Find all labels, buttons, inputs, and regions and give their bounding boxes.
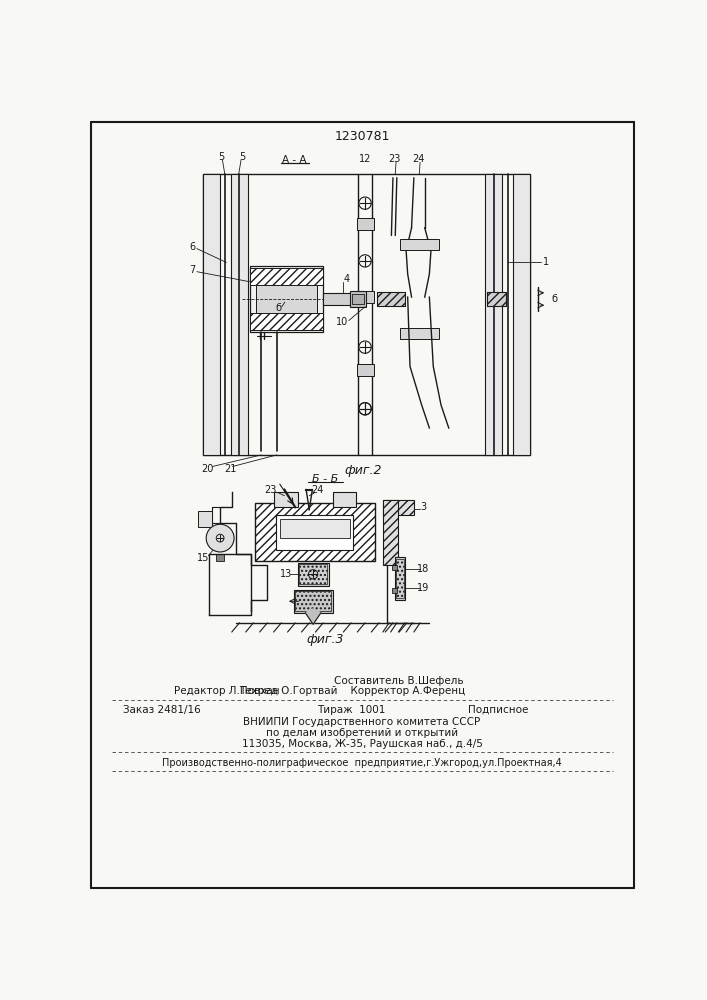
- Bar: [400, 328, 438, 339]
- Bar: [486, 292, 506, 306]
- Bar: [250, 266, 323, 332]
- Text: 6: 6: [189, 242, 195, 252]
- Bar: [352, 294, 364, 304]
- Text: 23: 23: [264, 485, 276, 495]
- Text: Тираж  1001: Тираж 1001: [317, 705, 385, 715]
- Bar: [485, 174, 502, 455]
- Bar: [298, 563, 329, 586]
- Text: 24: 24: [311, 485, 323, 495]
- Text: по делам изобретений и открытий: по делам изобретений и открытий: [266, 728, 458, 738]
- Text: 113035, Москва, Ж-35, Раушская наб., д.4/5: 113035, Москва, Ж-35, Раушская наб., д.4…: [242, 739, 482, 749]
- Text: 1: 1: [542, 257, 549, 267]
- Bar: [231, 174, 248, 455]
- Bar: [383, 500, 414, 515]
- Bar: [256, 285, 317, 313]
- Bar: [276, 515, 354, 550]
- Text: фиг.2: фиг.2: [345, 464, 382, 477]
- Bar: [203, 174, 220, 455]
- Bar: [395, 557, 405, 600]
- Text: Подписное: Подписное: [468, 705, 529, 715]
- Bar: [216, 554, 224, 561]
- Bar: [203, 174, 530, 455]
- Text: 5: 5: [240, 152, 246, 162]
- Text: 20: 20: [201, 464, 213, 474]
- Bar: [383, 500, 398, 565]
- Text: 3: 3: [420, 502, 426, 512]
- Bar: [356, 218, 373, 230]
- Bar: [356, 364, 373, 376]
- Text: 19: 19: [417, 583, 429, 593]
- Bar: [250, 313, 323, 330]
- Bar: [332, 492, 356, 507]
- Bar: [392, 588, 397, 593]
- Bar: [250, 268, 323, 285]
- Text: 24: 24: [412, 153, 425, 163]
- Text: фиг.3: фиг.3: [306, 633, 344, 646]
- Bar: [486, 292, 506, 306]
- Bar: [396, 559, 404, 598]
- Bar: [323, 293, 362, 305]
- Text: Производственно-полиграфическое  предприятие,г.Ужгород,ул.Проектная,4: Производственно-полиграфическое предприя…: [162, 758, 562, 768]
- Bar: [392, 565, 397, 570]
- Text: Редактор Л.Повхан: Редактор Л.Повхан: [174, 686, 279, 696]
- Bar: [299, 564, 327, 584]
- Bar: [296, 591, 331, 611]
- Text: 5: 5: [218, 152, 224, 162]
- Text: 15: 15: [197, 553, 209, 563]
- Bar: [378, 292, 404, 306]
- Text: Техред О.Гортвай    Корректор А.Ференц: Техред О.Гортвай Корректор А.Ференц: [239, 686, 465, 696]
- Text: б: б: [552, 294, 558, 304]
- Bar: [378, 292, 404, 306]
- Bar: [400, 239, 438, 250]
- Bar: [274, 492, 298, 507]
- Circle shape: [206, 524, 234, 552]
- Text: 13: 13: [280, 569, 292, 579]
- Text: Составитель В.Шефель: Составитель В.Шефель: [334, 676, 463, 686]
- Polygon shape: [305, 609, 321, 624]
- Bar: [513, 174, 530, 455]
- Bar: [280, 519, 349, 538]
- Text: Заказ 2481/16: Заказ 2481/16: [123, 705, 201, 715]
- Text: 1230781: 1230781: [334, 130, 390, 143]
- Text: А - А: А - А: [281, 155, 306, 165]
- Text: 21: 21: [224, 464, 236, 474]
- Bar: [356, 291, 373, 303]
- Bar: [293, 590, 332, 613]
- Text: 4: 4: [344, 274, 349, 284]
- Text: 18: 18: [417, 564, 429, 574]
- Bar: [199, 511, 212, 527]
- Bar: [255, 503, 375, 561]
- Text: 12: 12: [359, 153, 371, 163]
- Bar: [351, 291, 366, 307]
- Text: 10: 10: [337, 317, 349, 327]
- Text: б: б: [276, 303, 281, 313]
- Text: 7: 7: [189, 265, 195, 275]
- Text: ВНИИПИ Государственного комитета СССР: ВНИИПИ Государственного комитета СССР: [243, 717, 481, 727]
- Text: 23: 23: [388, 153, 401, 163]
- Text: Б - Б: Б - Б: [312, 474, 338, 484]
